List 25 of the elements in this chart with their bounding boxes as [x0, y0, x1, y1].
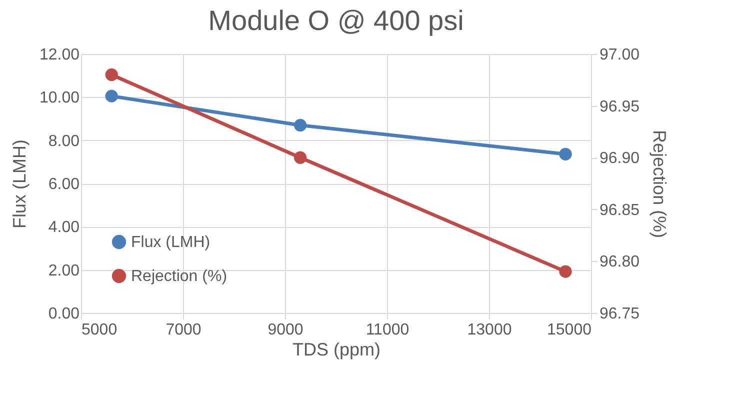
- y2-tick-label: 96.90: [600, 150, 640, 168]
- y2-tick-label: 96.75: [600, 306, 640, 322]
- y-tick-label: 10.00: [39, 90, 80, 107]
- legend-label: Flux (LMH): [131, 234, 210, 251]
- y-tick-label: 6.00: [48, 176, 80, 193]
- y-tick-label: 12.00: [39, 46, 80, 64]
- y2-tick-label: 96.85: [600, 202, 640, 219]
- x-tick-label: 13000: [467, 322, 512, 338]
- x-tick-label: 11000: [366, 322, 410, 338]
- y-tick-label: 4.00: [48, 219, 80, 236]
- y2-axis-title: Rejection (%): [650, 130, 670, 238]
- x-tick-label: 9000: [268, 322, 304, 338]
- legend-label: Rejection (%): [131, 268, 228, 285]
- x-axis-title: TDS (ppm): [292, 340, 381, 360]
- y-tick-label: 0.00: [48, 306, 80, 322]
- x-tick-label: 15000: [547, 322, 592, 338]
- y-tick-label: 8.00: [48, 132, 80, 150]
- y2-tick-label: 96.80: [600, 254, 640, 271]
- y2-tick-label: 96.95: [600, 98, 640, 116]
- x-tick-label: 7000: [166, 322, 202, 338]
- chart-title: Module O @ 400 psi: [208, 5, 464, 36]
- y-tick-label: 2.00: [48, 262, 80, 280]
- y2-tick-label: 97.00: [600, 46, 640, 64]
- x-tick-label: 5000: [82, 322, 118, 338]
- y-axis-title: Flux (LMH): [9, 140, 30, 228]
